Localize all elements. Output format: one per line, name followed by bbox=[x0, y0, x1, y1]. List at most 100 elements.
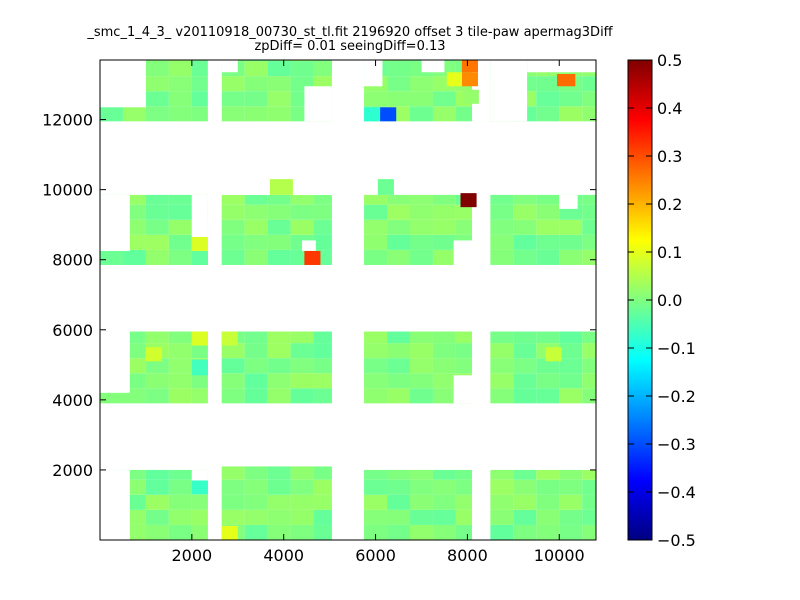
heatmap-cell bbox=[145, 61, 169, 77]
heatmap-cell bbox=[122, 194, 146, 205]
heatmap-cell bbox=[387, 234, 410, 250]
heatmap-cell bbox=[191, 60, 208, 62]
heatmap-cell bbox=[387, 343, 410, 359]
colorbar-tick-label: 0.5 bbox=[657, 51, 682, 70]
heatmap-cell bbox=[313, 219, 332, 235]
heatmap-cell bbox=[455, 343, 472, 359]
heatmap-cell bbox=[290, 60, 314, 62]
heatmap-cell bbox=[513, 479, 537, 495]
heatmap-cell bbox=[513, 358, 537, 374]
heatmap-cell bbox=[536, 194, 560, 205]
heatmap-cell bbox=[364, 388, 388, 404]
heatmap-cell bbox=[290, 343, 314, 359]
heatmap-cell bbox=[432, 343, 456, 359]
heatmap-cell bbox=[191, 91, 208, 107]
heatmap-cell bbox=[387, 249, 410, 265]
anomaly-cell bbox=[191, 359, 208, 376]
heatmap-cell bbox=[191, 106, 208, 122]
heatmap-cell bbox=[582, 331, 596, 344]
heatmap-cell bbox=[290, 373, 314, 389]
anomaly-cell bbox=[221, 331, 238, 346]
heatmap-cell bbox=[536, 91, 560, 107]
heatmap-cell bbox=[455, 106, 472, 122]
heatmap-cell bbox=[536, 76, 560, 92]
missing-cell bbox=[421, 60, 445, 73]
heatmap-cell bbox=[582, 76, 596, 92]
heatmap-cell bbox=[191, 373, 208, 389]
heatmap-cell bbox=[559, 509, 583, 525]
y-tick-label: 12000 bbox=[42, 111, 93, 130]
heatmap-cell bbox=[582, 524, 596, 540]
heatmap-cell bbox=[221, 219, 245, 235]
heatmap-cell bbox=[387, 358, 410, 374]
heatmap-cell bbox=[221, 194, 245, 205]
heatmap-cell bbox=[290, 388, 314, 404]
colorbar-tick-label: −0.1 bbox=[657, 339, 696, 358]
heatmap-cell bbox=[455, 524, 472, 540]
heatmap-cell bbox=[582, 204, 596, 220]
heatmap-cell bbox=[582, 373, 596, 389]
heatmap-cell bbox=[168, 524, 192, 540]
heatmap-cell bbox=[490, 509, 514, 525]
heatmap-cell bbox=[221, 204, 245, 220]
heatmap-cell bbox=[559, 249, 583, 265]
heatmap-cell bbox=[432, 249, 456, 265]
heatmap-cell bbox=[145, 204, 169, 220]
heatmap-cell bbox=[168, 343, 192, 359]
heatmap-cell bbox=[513, 373, 537, 389]
heatmap-cell bbox=[455, 331, 472, 344]
heatmap-cell bbox=[559, 219, 583, 235]
heatmap-cell bbox=[244, 60, 268, 62]
heatmap-cell bbox=[490, 358, 514, 374]
heatmap-cell bbox=[455, 469, 472, 480]
heatmap-cell bbox=[387, 204, 410, 220]
heatmap-cell bbox=[410, 388, 433, 404]
heatmap-cell bbox=[559, 91, 583, 107]
heatmap-cell bbox=[513, 249, 537, 265]
heatmap-cell bbox=[536, 509, 560, 525]
anomaly-cell bbox=[364, 107, 381, 122]
heatmap-cell bbox=[387, 76, 410, 92]
heatmap-cell bbox=[290, 466, 314, 480]
heatmap-cell bbox=[145, 388, 169, 404]
heatmap-cell bbox=[168, 234, 192, 250]
heatmap-cell bbox=[313, 509, 332, 525]
heatmap-cell bbox=[191, 343, 208, 359]
heatmap-cell bbox=[432, 331, 456, 344]
heatmap-cell bbox=[387, 524, 410, 540]
heatmap-cell bbox=[513, 194, 537, 205]
heatmap-cell bbox=[432, 234, 456, 250]
heatmap-cell bbox=[267, 219, 291, 235]
heatmap-cell bbox=[313, 373, 332, 389]
heatmap-cell bbox=[490, 249, 514, 265]
heatmap-cell bbox=[145, 60, 169, 62]
missing-cell bbox=[453, 375, 472, 404]
heatmap-cell bbox=[221, 106, 245, 122]
heatmap-cell bbox=[559, 479, 583, 495]
heatmap-cell bbox=[536, 469, 560, 480]
heatmap-cell bbox=[145, 76, 169, 92]
heatmap-cell bbox=[313, 466, 332, 480]
heatmap-cell bbox=[267, 61, 291, 77]
heatmap-cell bbox=[364, 524, 388, 540]
heatmap-cell bbox=[122, 249, 146, 265]
heatmap-cell bbox=[145, 91, 169, 107]
heatmap-cell bbox=[191, 494, 208, 510]
heatmap-cell bbox=[145, 469, 169, 480]
heatmap-cell bbox=[244, 524, 268, 540]
colorbar-tick-label: 0.1 bbox=[657, 243, 682, 262]
colorbar-axis: 0.5 0.4 0.3 0.2 0.1 0.0 −0.1 −0.2 −0.3 −0.4 −0.5 bbox=[628, 51, 696, 550]
chart-title: _smc_1_4_3_ v20110918_00730_st_tl.fit 21… bbox=[0, 26, 700, 54]
heatmap-cell bbox=[100, 249, 123, 265]
heatmap-cell bbox=[244, 76, 268, 92]
heatmap-cell bbox=[221, 373, 245, 389]
heatmap-cell bbox=[364, 234, 388, 250]
heatmap-cell bbox=[267, 60, 291, 62]
heatmap-cell bbox=[244, 343, 268, 359]
heatmap-cell bbox=[290, 331, 314, 344]
heatmap-cell bbox=[582, 494, 596, 510]
heatmap-cell bbox=[559, 358, 583, 374]
heatmap-cell bbox=[490, 479, 514, 495]
colorbar-tick-label: 0.2 bbox=[657, 195, 682, 214]
heatmap-cell bbox=[513, 524, 537, 540]
